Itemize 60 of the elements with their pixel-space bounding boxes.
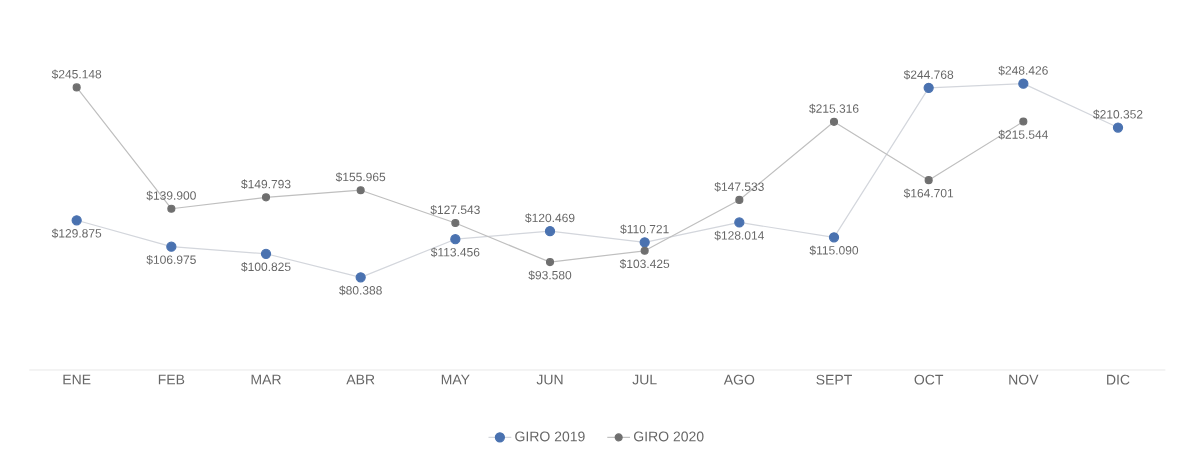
point [355, 272, 366, 283]
legend-label: GIRO 2019 [515, 431, 585, 442]
point [544, 226, 556, 237]
data-label: $155.965 [335, 172, 386, 182]
point [167, 204, 176, 213]
point [451, 218, 460, 228]
point [71, 215, 82, 226]
point [924, 176, 933, 185]
data-label: $127.543 [430, 205, 480, 215]
point [166, 241, 177, 252]
data-label: $103.425 [619, 259, 670, 269]
data-label: $129.875 [51, 228, 102, 239]
point [450, 234, 461, 245]
point [829, 117, 839, 126]
point [260, 248, 272, 259]
x-tick-label: JUN [536, 374, 563, 385]
data-label: $147.533 [714, 181, 764, 192]
data-label: $149.793 [241, 179, 291, 190]
data-label: $100.825 [241, 262, 291, 272]
point [1112, 122, 1124, 133]
data-label: $139.900 [146, 190, 196, 201]
point [923, 82, 934, 93]
x-tick-label: SEPT [816, 374, 852, 385]
data-label: $244.768 [903, 69, 954, 80]
x-tick-label: ENE [63, 374, 91, 385]
data-label: $110.721 [620, 224, 669, 235]
data-label: $80.388 [339, 285, 382, 296]
point [734, 217, 745, 228]
x-tick-label: AGO [723, 374, 755, 385]
legend-label: GIRO 2020 [634, 431, 704, 442]
data-label: $245.148 [51, 69, 102, 80]
point [545, 258, 555, 267]
point [640, 246, 649, 255]
data-label: $164.701 [903, 188, 954, 199]
x-tick-label: JUL [632, 374, 657, 385]
data-label: $115.090 [809, 245, 859, 256]
x-tick-label: MAR [251, 374, 281, 385]
data-label: $128.014 [714, 230, 764, 241]
data-label: $215.316 [809, 103, 859, 114]
x-tick-label: DIC [1107, 374, 1130, 385]
data-label: $106.975 [146, 254, 196, 265]
data-label: $120.469 [525, 213, 575, 223]
point [735, 195, 744, 205]
point [261, 193, 271, 202]
data-label: $215.544 [998, 129, 1048, 140]
x-tick-label: ABR [346, 374, 375, 385]
x-tick-label: MAY [441, 374, 470, 385]
point [1019, 117, 1028, 126]
data-label: $248.426 [998, 65, 1048, 76]
point [356, 186, 365, 195]
data-label: $93.580 [528, 270, 572, 281]
point [1018, 78, 1029, 89]
point [72, 83, 81, 92]
x-tick-label: OCT [914, 374, 944, 385]
data-label: $210.352 [1093, 109, 1143, 120]
data-label: $113.456 [430, 247, 480, 258]
x-tick-label: FEB [158, 374, 185, 385]
x-tick-label: NOV [1009, 374, 1039, 385]
point [828, 232, 840, 243]
point [639, 237, 650, 248]
